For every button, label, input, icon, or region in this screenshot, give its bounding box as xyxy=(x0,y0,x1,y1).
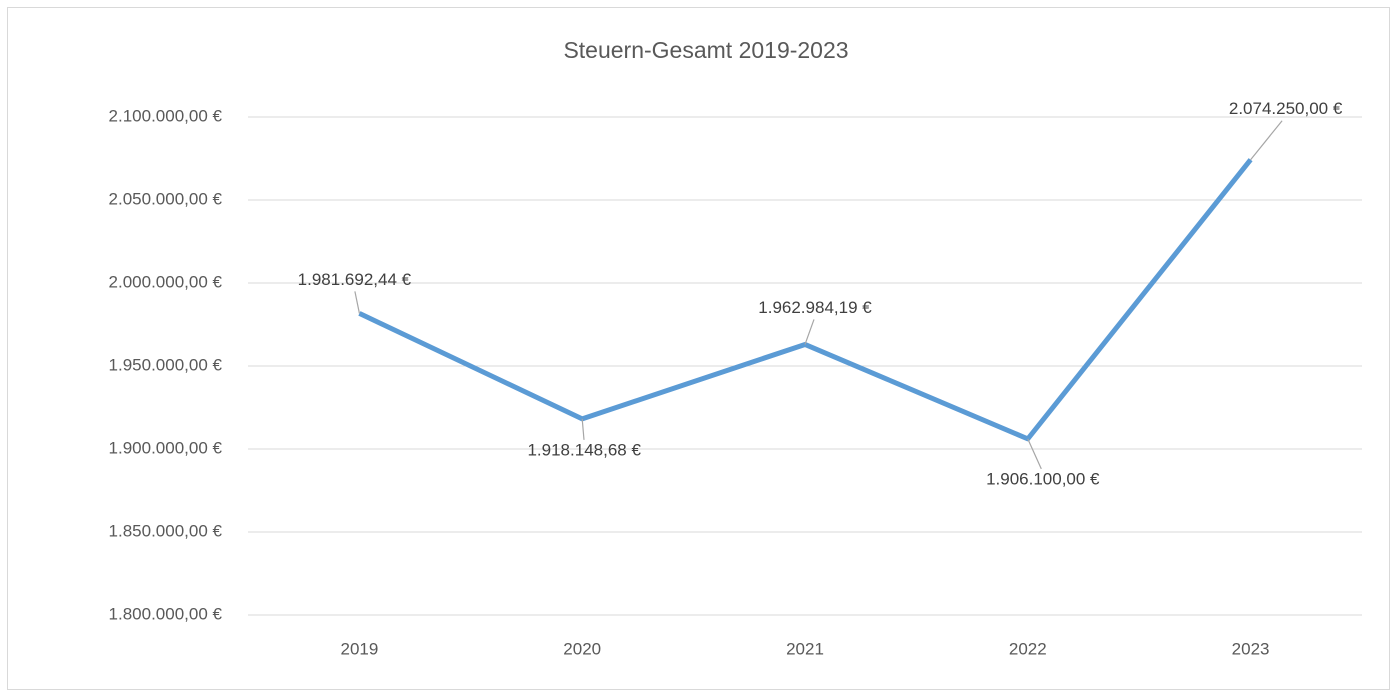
x-tick-label: 2023 xyxy=(1232,639,1270,658)
chart-title: Steuern-Gesamt 2019-2023 xyxy=(563,37,848,63)
y-tick-label: 1.900.000,00 € xyxy=(109,438,223,457)
leader-line xyxy=(1250,120,1283,161)
leader-line xyxy=(804,319,815,345)
data-label: 2.074.250,00 € xyxy=(1229,99,1343,118)
leader-line xyxy=(581,418,585,440)
data-label: 1.906.100,00 € xyxy=(986,469,1100,488)
leader-line xyxy=(1027,438,1042,470)
y-tick-label: 1.850.000,00 € xyxy=(109,521,223,540)
data-label: 1.962.984,19 € xyxy=(758,298,872,317)
y-tick-label: 2.050.000,00 € xyxy=(109,189,223,208)
x-tick-label: 2021 xyxy=(786,639,824,658)
y-tick-label: 2.100.000,00 € xyxy=(109,106,223,125)
leader-line xyxy=(354,291,360,314)
y-tick-label: 2.000.000,00 € xyxy=(109,272,223,291)
y-tick-label: 1.950.000,00 € xyxy=(109,355,223,374)
chart-border xyxy=(7,7,1390,690)
x-tick-label: 2022 xyxy=(1009,639,1047,658)
x-tick-label: 2019 xyxy=(340,639,378,658)
data-label: 1.918.148,68 € xyxy=(527,440,641,459)
data-label: 1.981.692,44 € xyxy=(298,270,412,289)
x-tick-label: 2020 xyxy=(563,639,601,658)
y-tick-label: 1.800.000,00 € xyxy=(109,604,223,623)
